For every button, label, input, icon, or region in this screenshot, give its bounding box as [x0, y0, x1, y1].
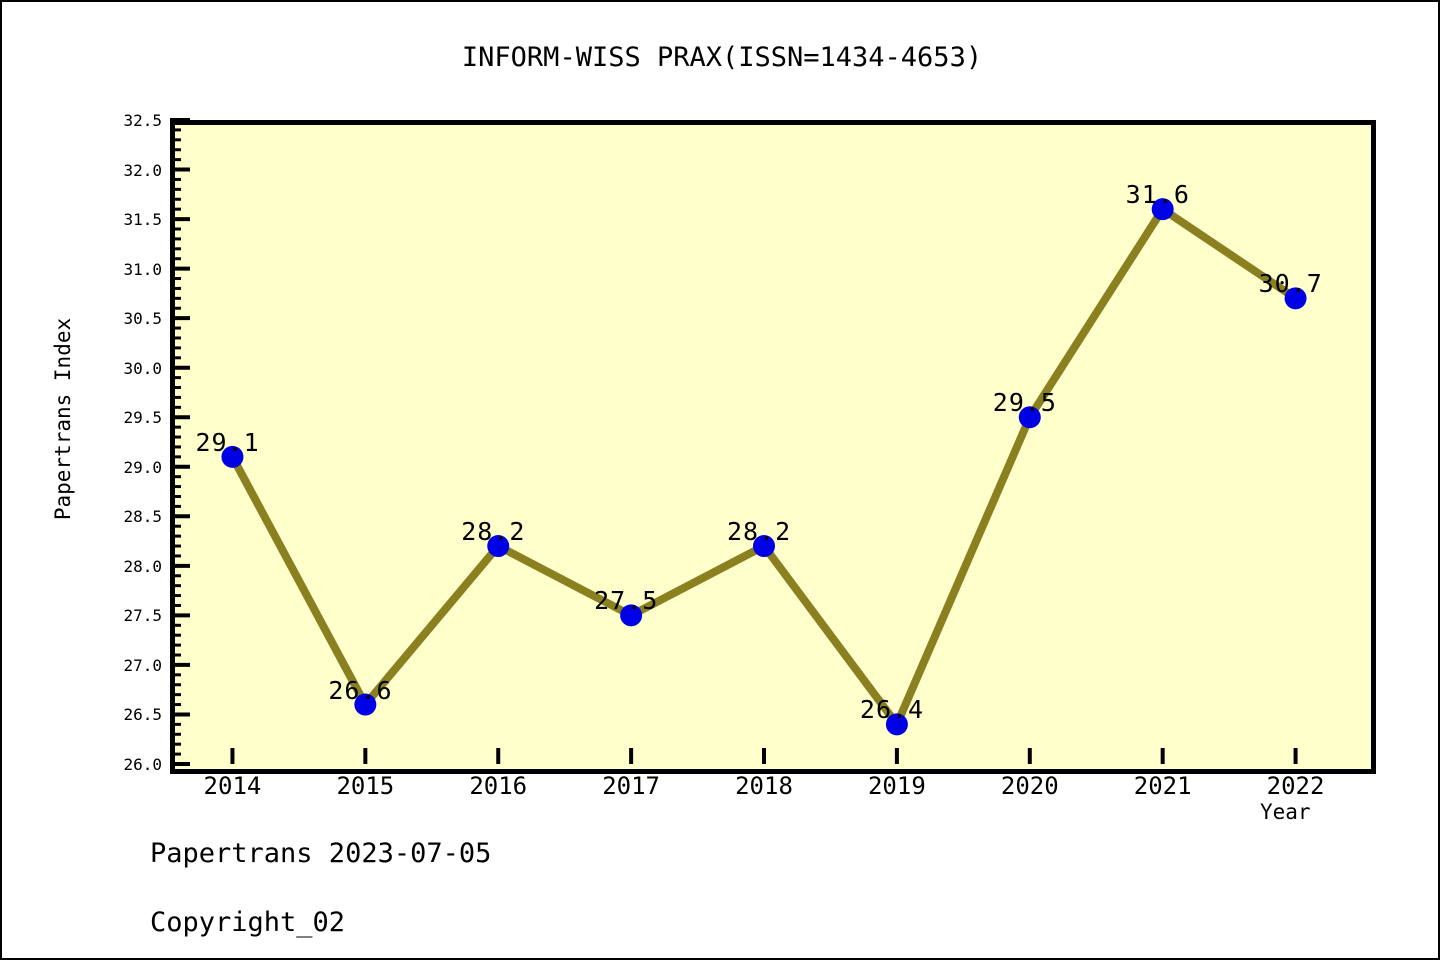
y-axis-tick-labels: 32.5 32.0 31.5 31.0 30.5 30.0 29.5 29.0 28.5 28.0… — [100, 2, 162, 962]
x-tick-label: 2014 — [203, 772, 262, 800]
data-point-marker — [620, 604, 643, 627]
x-ticks — [230, 748, 1298, 764]
data-point-marker — [221, 445, 244, 468]
x-tick-label: 2019 — [867, 772, 926, 800]
data-point-marker — [487, 535, 510, 558]
y-axis-title: Papertrans Index — [51, 317, 75, 521]
data-point-label: 28.2 — [461, 517, 526, 547]
data-markers — [221, 198, 1307, 736]
x-tick-label: 2022 — [1266, 772, 1325, 800]
y-tick-label: 28.5 — [123, 507, 162, 527]
y-tick-label: 29.0 — [123, 457, 162, 477]
x-tick-label: 2018 — [735, 772, 793, 800]
y-tick-label: 26.5 — [123, 705, 162, 725]
footer-copyright: Copyright_02 — [150, 907, 346, 938]
x-axis-title: Year — [1260, 800, 1311, 824]
data-point-label: 26.4 — [859, 695, 925, 725]
chart-title: INFORM-WISS PRAX(ISSN=1434-4653) — [461, 42, 983, 73]
y-tick-label: 27.5 — [123, 606, 162, 626]
y-tick-label: 27.0 — [123, 655, 162, 675]
y-minor-ticks — [170, 128, 181, 756]
x-tick-label: 2020 — [1000, 772, 1059, 800]
plot-svg — [170, 118, 1307, 766]
data-point-label: 27.5 — [594, 586, 659, 616]
y-tick-label: 30.0 — [123, 358, 162, 378]
y-tick-label: 32.0 — [123, 160, 162, 180]
data-point-marker — [1151, 198, 1174, 221]
y-tick-label: 31.5 — [123, 210, 162, 230]
y-major-ticks — [170, 118, 190, 766]
footer-date: Papertrans 2023-07-05 — [150, 838, 492, 869]
data-point-marker — [1018, 406, 1041, 429]
data-point-label: 30.7 — [1258, 269, 1323, 299]
y-tick-label: 28.0 — [123, 556, 162, 576]
x-tick-label: 2015 — [336, 772, 395, 800]
x-tick-label: 2017 — [602, 772, 660, 800]
y-tick-label: 26.0 — [123, 755, 162, 774]
y-tick-label: 31.0 — [123, 259, 162, 279]
y-tick-label: 30.5 — [123, 309, 162, 329]
y-tick-label: 32.5 — [123, 111, 162, 130]
data-point-label: 31.6 — [1125, 180, 1190, 210]
x-tick-label: 2021 — [1133, 772, 1192, 800]
data-point-label: 29.1 — [195, 427, 260, 457]
data-point-marker — [1284, 287, 1307, 310]
y-tick-label: 29.5 — [123, 408, 162, 428]
data-point-label: 28.2 — [727, 517, 792, 547]
data-point-marker — [354, 693, 377, 716]
data-point-label: 29.5 — [992, 388, 1057, 418]
data-point-label: 26.6 — [328, 675, 393, 705]
data-point-marker — [885, 713, 908, 736]
data-point-marker — [753, 535, 776, 558]
x-tick-label: 2016 — [469, 772, 528, 800]
